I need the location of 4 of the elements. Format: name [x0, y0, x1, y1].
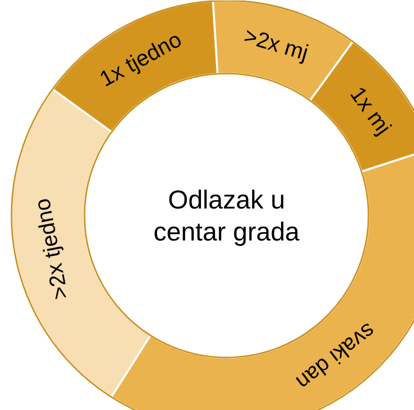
text: Odlazak u centar grada	[154, 184, 300, 246]
slice-label: 1x mj	[345, 82, 396, 140]
slice-label: >2x tjedno	[29, 196, 74, 302]
slice-label: >2x mj	[241, 22, 312, 66]
